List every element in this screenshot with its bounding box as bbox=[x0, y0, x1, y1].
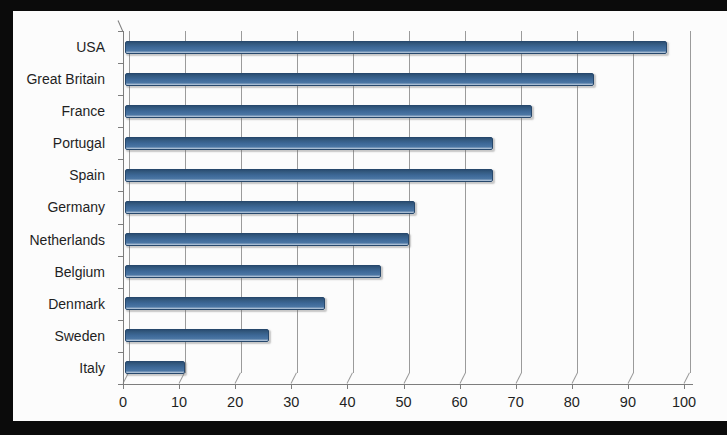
slide-screenshot: { "chart_data": { "type": "bar", "orient… bbox=[0, 0, 727, 435]
y-axis-tick-7 bbox=[118, 256, 123, 257]
bar-spain bbox=[125, 169, 493, 182]
y-axis-line bbox=[123, 31, 124, 384]
bar-portugal bbox=[125, 137, 493, 150]
y-axis-tick-4 bbox=[118, 159, 123, 160]
y-axis-tick-10 bbox=[118, 352, 123, 353]
chart-panel: 0 10 20 30 40 50 60 70 80 90 100 USAGreat BritainFr… bbox=[13, 11, 727, 421]
y-axis-top-bevel bbox=[118, 20, 124, 31]
category-label-netherlands: Netherlands bbox=[13, 224, 105, 256]
y-axis-tick-1 bbox=[118, 63, 123, 64]
gridline-foot-70 bbox=[515, 373, 521, 384]
gridline-foot-60 bbox=[459, 373, 465, 384]
y-axis-tick-9 bbox=[118, 320, 123, 321]
gridline-foot-90 bbox=[627, 373, 633, 384]
category-label-denmark: Denmark bbox=[13, 288, 105, 320]
x-tick-label-20: 20 bbox=[227, 395, 243, 410]
x-tick-label-30: 30 bbox=[283, 395, 299, 410]
bar-great-britain bbox=[125, 73, 594, 86]
x-tick-label-60: 60 bbox=[452, 395, 468, 410]
bar-italy bbox=[125, 361, 185, 374]
x-tick-label-90: 90 bbox=[620, 395, 636, 410]
category-label-sweden: Sweden bbox=[13, 320, 105, 352]
x-axis-line bbox=[122, 384, 693, 385]
x-tick-label-70: 70 bbox=[508, 395, 524, 410]
y-axis-tick-6 bbox=[118, 224, 123, 225]
y-axis-tick-2 bbox=[118, 95, 123, 96]
x-tick-label-50: 50 bbox=[395, 395, 411, 410]
y-axis-tick-0 bbox=[118, 31, 123, 32]
category-label-spain: Spain bbox=[13, 159, 105, 191]
y-axis-tick-11 bbox=[118, 384, 123, 385]
gridline-foot-80 bbox=[571, 373, 577, 384]
x-tick-label-0: 0 bbox=[119, 395, 127, 410]
bar-denmark bbox=[125, 297, 325, 310]
x-tick-label-80: 80 bbox=[564, 395, 580, 410]
bar-usa bbox=[125, 41, 667, 54]
category-label-portugal: Portugal bbox=[13, 127, 105, 159]
category-label-belgium: Belgium bbox=[13, 256, 105, 288]
y-axis-tick-5 bbox=[118, 191, 123, 192]
bar-belgium bbox=[125, 265, 381, 278]
x-tick-label-40: 40 bbox=[339, 395, 355, 410]
category-label-great-britain: Great Britain bbox=[13, 63, 105, 95]
gridline-foot-50 bbox=[403, 373, 409, 384]
gridline-90 bbox=[633, 31, 634, 373]
bar-france bbox=[125, 105, 532, 118]
x-tick-label-10: 10 bbox=[171, 395, 187, 410]
bar-sweden bbox=[125, 329, 269, 342]
bar-germany bbox=[125, 201, 415, 214]
gridline-foot-30 bbox=[291, 373, 297, 384]
y-axis-tick-8 bbox=[118, 288, 123, 289]
bar-netherlands bbox=[125, 233, 409, 246]
gridline-foot-10 bbox=[179, 373, 185, 384]
gridline-foot-100 bbox=[684, 373, 690, 384]
x-tick-label-100: 100 bbox=[672, 395, 696, 410]
gridline-foot-40 bbox=[347, 373, 353, 384]
category-label-france: France bbox=[13, 95, 105, 127]
category-label-italy: Italy bbox=[13, 352, 105, 384]
y-axis-tick-3 bbox=[118, 127, 123, 128]
gridline-100 bbox=[690, 31, 691, 373]
category-label-usa: USA bbox=[13, 31, 105, 63]
gridline-foot-20 bbox=[235, 373, 241, 384]
category-label-germany: Germany bbox=[13, 191, 105, 223]
